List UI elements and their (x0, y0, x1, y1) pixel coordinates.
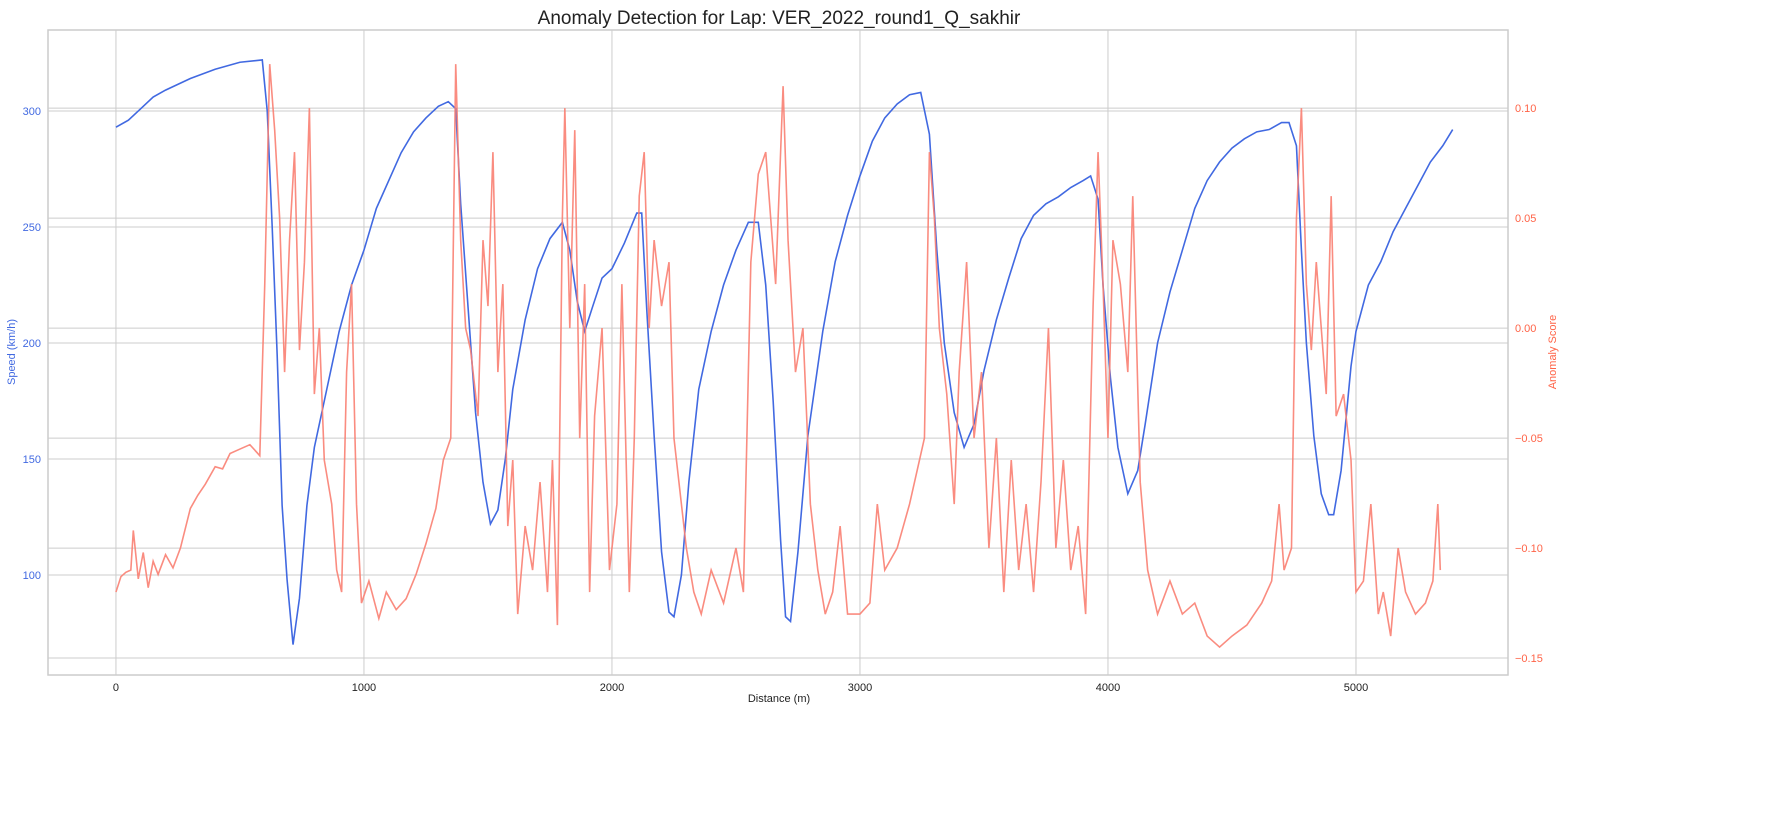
x-tick-label: 5000 (1344, 682, 1368, 694)
y-tick-label: 100 (23, 570, 41, 582)
y-tick-label: 150 (23, 454, 41, 466)
y2-tick-label: 0.00 (1515, 323, 1536, 335)
y2-tick-label: 0.05 (1515, 213, 1536, 225)
y2-tick-label: −0.05 (1515, 433, 1543, 445)
anomaly-score-line (115, 64, 1442, 649)
y2-tick-label: 0.10 (1515, 103, 1536, 115)
x-tick-label: 2000 (600, 682, 624, 694)
x-tick-label: 3000 (848, 682, 872, 694)
x-tick-label: 0 (113, 682, 119, 694)
x-tick-label: 4000 (1096, 682, 1120, 694)
y-axis-label: Speed (km/h) (6, 319, 18, 385)
series-lines (115, 59, 1454, 649)
y-tick-label: 300 (23, 106, 41, 118)
y-tick-label: 200 (23, 338, 41, 350)
plot-frame (47, 29, 1509, 676)
grid (48, 30, 1508, 675)
chart-title: Anomaly Detection for Lap: VER_2022_roun… (538, 8, 1021, 29)
y2-tick-label: −0.10 (1515, 543, 1543, 555)
y-tick-label: 250 (23, 222, 41, 234)
speed-line (115, 59, 1454, 645)
x-tick-label: 1000 (352, 682, 376, 694)
x-axis-label: Distance (m) (748, 693, 810, 705)
tick-labels: 0 1000 2000 3000 4000 5000 100 150 200 250 300 −0.1… (23, 103, 1543, 694)
y2-tick-label: −0.15 (1515, 653, 1543, 665)
y2-axis-label: Anomaly Score (1547, 315, 1559, 390)
